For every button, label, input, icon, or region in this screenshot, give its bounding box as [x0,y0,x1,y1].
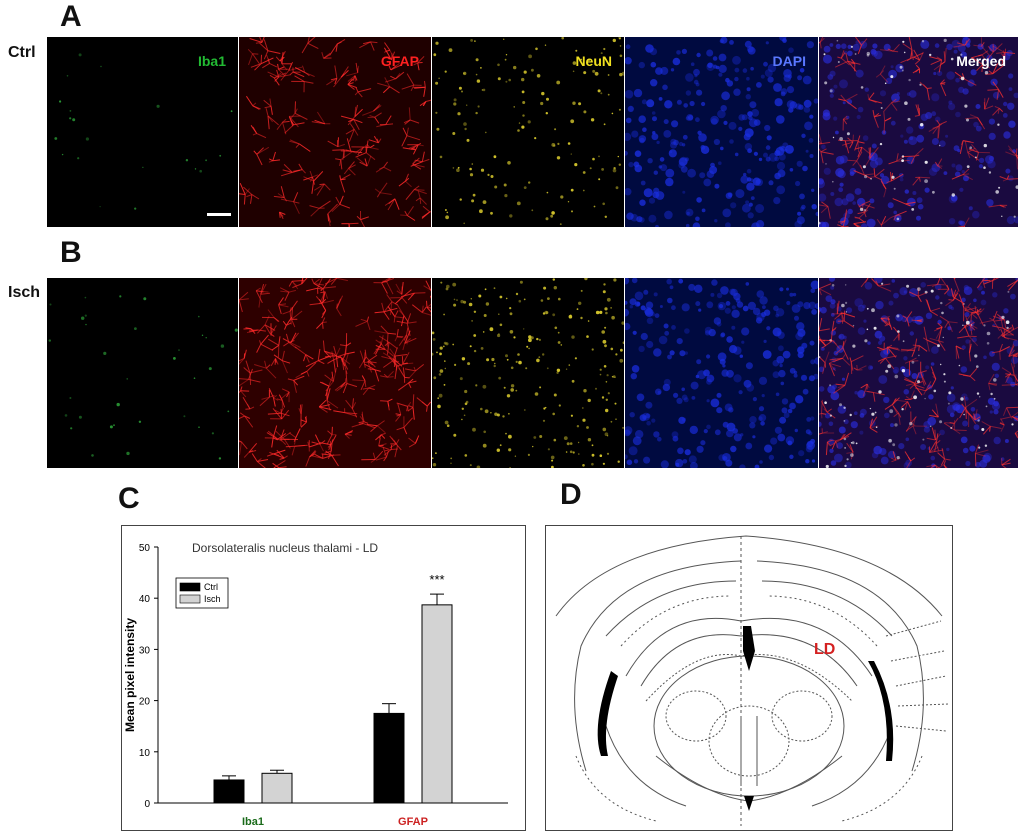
brain-atlas-panel: LD [545,525,953,831]
legend-label-isch: Isch [204,594,221,604]
chart-title: Dorsolateralis nucleus thalami - LD [192,541,378,555]
micrograph-gfap-ctrl: GFAP [239,37,431,227]
micrograph-merged-ctrl: Merged [819,37,1018,227]
panel-label-b: B [60,236,82,270]
atlas-ld-label: LD [814,641,835,658]
microscopy-row-ctrl: Iba1 GFAP NeuN DAPI Merged [47,37,1018,227]
bar-isch-iba1 [262,773,292,803]
channel-label-gfap: GFAP [381,53,419,69]
legend-swatch-ctrl [180,583,200,591]
x-tick-label: Iba1 [242,816,264,828]
x-tick-label: GFAP [398,816,428,828]
y-tick-label: 10 [139,748,151,759]
bar-chart-svg: 0 10 20 30 40 50 Mean pixel intensity Dorsolate… [122,526,525,830]
y-tick-label: 20 [139,697,151,708]
bar-isch-gfap [422,605,452,803]
bar-chart-panel: 0 10 20 30 40 50 Mean pixel intensity Dorsolate… [121,525,526,831]
micrograph-iba1-ctrl: Iba1 [47,37,238,227]
micrograph-merged-isch [819,278,1018,468]
significance-label: *** [429,572,444,587]
y-tick-label: 30 [139,645,151,656]
bar-ctrl-iba1 [214,780,244,803]
scale-bar [207,213,231,216]
panel-label-a: A [60,0,82,34]
y-tick-label: 40 [139,594,151,605]
panel-label-d: D [560,478,582,512]
y-tick-label: 0 [144,799,150,810]
y-tick-label: 50 [139,543,151,554]
channel-label-neun: NeuN [575,53,612,69]
panel-label-c: C [118,482,140,516]
channel-label-dapi: DAPI [773,53,806,69]
micrograph-neun-ctrl: NeuN [432,37,624,227]
micrograph-gfap-isch [239,278,431,468]
micrograph-dapi-isch [625,278,818,468]
legend-swatch-isch [180,595,200,603]
microscopy-row-isch [47,278,1018,468]
y-axis-label: Mean pixel intensity [123,618,137,732]
channel-label-merged: Merged [956,53,1006,69]
legend-label-ctrl: Ctrl [204,582,218,592]
channel-label-iba1: Iba1 [198,53,226,69]
row-label-ctrl: Ctrl [8,44,36,62]
brain-atlas-diagram: LD [546,526,952,830]
bar-ctrl-gfap [374,713,404,803]
micrograph-dapi-ctrl: DAPI [625,37,818,227]
row-label-isch: Isch [8,284,40,302]
micrograph-iba1-isch [47,278,238,468]
micrograph-neun-isch [432,278,624,468]
